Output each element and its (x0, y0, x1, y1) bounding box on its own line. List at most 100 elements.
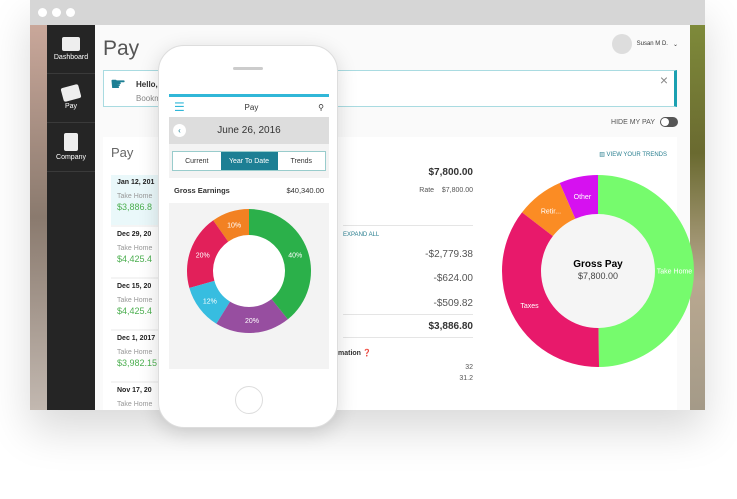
background-photo (690, 25, 705, 410)
sidebar: Dashboard Pay Company (47, 25, 95, 410)
trends-label: VIEW YOUR TRENDS (606, 152, 667, 158)
net-amount: $3,886.80 (428, 321, 474, 332)
next-card (169, 369, 329, 374)
paycheck-date: Dec 15, 20 (117, 283, 152, 290)
donut-slice (187, 220, 229, 288)
paycheck-date: Dec 1, 2017 (117, 335, 156, 342)
slice-label: 12% (203, 299, 217, 306)
building-icon (64, 133, 78, 151)
close-icon[interactable]: × (659, 72, 668, 88)
donut-slice (249, 209, 311, 320)
pay-details: $7,800.00 Rate $7,800.00 EXPAND ALL -$2,… (338, 167, 474, 407)
background-photo (30, 25, 47, 410)
phone-tabs: Current Year To Date Trends (172, 151, 326, 171)
paycheck-item[interactable]: Dec 1, 2017 Take Home $3,982.15 (111, 331, 171, 383)
rate-value: $7,800.00 (441, 187, 473, 194)
tab-year-to-date[interactable]: Year To Date (220, 152, 278, 170)
take-home-amount: $4,425.4 (117, 306, 153, 316)
phone-title: Pay (244, 102, 259, 112)
take-home-label: Take Home (117, 245, 153, 252)
slice-label: Take Home (657, 269, 693, 276)
paycheck-item[interactable]: Nov 17, 20 Take Home (111, 383, 171, 410)
toggle-switch[interactable] (660, 117, 678, 127)
search-icon[interactable]: ⚲ (318, 102, 324, 112)
slice-label: Retir... (541, 209, 561, 216)
take-home-label: Take Home (117, 349, 153, 356)
take-home-amount: $4,425.4 (117, 254, 153, 264)
donut-slice (502, 212, 600, 367)
take-home-label: Take Home (117, 401, 153, 408)
paycheck-item[interactable]: Dec 29, 20 Take Home $4,425.4 (111, 227, 171, 279)
donut-center-value: $7,800.00 (578, 271, 618, 281)
slice-label: 40% (288, 253, 302, 260)
phone-speaker (233, 67, 263, 70)
window-dot[interactable] (52, 8, 61, 17)
pay-date: June 26, 2016 (217, 125, 281, 136)
sidebar-item-pay[interactable]: Pay (47, 74, 95, 123)
slice-label: 10% (227, 222, 241, 229)
user-menu[interactable]: Susan M D. ⌄ (611, 34, 678, 54)
paycheck-date: Nov 17, 20 (117, 387, 152, 394)
thumbs-up-icon: ☛ (110, 74, 127, 94)
donut-slice (189, 280, 231, 324)
phone-donut: 40% 20% 12% 20% 10% (187, 209, 311, 333)
donut-center (213, 235, 285, 307)
donut-slice (216, 299, 288, 333)
back-button[interactable]: ‹ (173, 124, 186, 137)
slice-label: Other (574, 194, 592, 201)
phone-mockup: ☰ Pay ⚲ ‹ June 26, 2016 Current Year To Dat… (158, 45, 338, 428)
gross-earnings-label: Gross Earnings (174, 186, 230, 195)
slice-label: 20% (245, 318, 259, 325)
info-value: 31.2 (459, 375, 473, 382)
window-dot[interactable] (66, 8, 75, 17)
home-button[interactable] (235, 386, 263, 414)
dashboard-icon (62, 37, 80, 51)
menu-icon[interactable]: ☰ (174, 100, 185, 114)
title-bar (30, 0, 705, 25)
sidebar-item-dashboard[interactable]: Dashboard (47, 25, 95, 74)
gross-earnings-value: $40,340.00 (286, 186, 324, 195)
view-trends-link[interactable]: ▥ VIEW YOUR TRENDS (599, 151, 667, 158)
donut-center-title: Gross Pay (573, 259, 623, 270)
tab-current[interactable]: Current (173, 152, 221, 170)
take-home-amount: $3,982.15 (117, 358, 158, 368)
slice-label: 20% (196, 253, 210, 260)
sidebar-item-company[interactable]: Company (47, 123, 95, 172)
chart-icon: ▥ (599, 152, 607, 158)
browser-window: Dashboard Pay Company Pay Susan M D. ⌄ ☛ … (30, 0, 705, 410)
donut-slice (522, 182, 576, 237)
hide-pay-toggle[interactable]: HIDE MY PAY (611, 117, 678, 127)
deduction-amount: -$624.00 (433, 273, 473, 284)
info-value: 32 (465, 364, 473, 371)
paycheck-date: Jan 12, 201 (117, 179, 155, 186)
slice-label: Taxes (520, 303, 539, 310)
gross-pay-donut: Gross Pay $7,800.00 Take Home Taxes Retir.… (502, 175, 695, 367)
take-home-amount: $3,886.8 (117, 202, 153, 212)
rate-label: Rate (419, 187, 435, 194)
page-title: Pay (103, 37, 140, 60)
help-icon[interactable]: ❓ (362, 350, 372, 357)
donut-slice (559, 175, 598, 219)
window-dot[interactable] (38, 8, 47, 17)
sidebar-label: Dashboard (53, 54, 89, 61)
sidebar-label: Pay (64, 103, 78, 110)
donut-slice (213, 209, 249, 242)
banner-greeting: Hello, (136, 80, 158, 89)
gross-amount: $7,800.00 (428, 167, 474, 178)
take-home-label: Take Home (117, 193, 153, 200)
sidebar-label: Company (56, 154, 86, 161)
phone-screen: ☰ Pay ⚲ ‹ June 26, 2016 Current Year To Dat… (169, 94, 329, 374)
take-home-label: Take Home (117, 297, 153, 304)
user-name: Susan M D. (636, 41, 668, 47)
deduction-amount: -$2,779.38 (425, 249, 473, 260)
avatar (611, 34, 632, 54)
paycheck-date: Dec 29, 20 (117, 231, 152, 238)
paycheck-item[interactable]: Dec 15, 20 Take Home $4,425.4 (111, 279, 171, 331)
card-title: Pay (111, 145, 134, 160)
banner-text: Bookm (136, 94, 161, 103)
donut-center (541, 214, 655, 328)
expand-all-link[interactable]: EXPAND ALL (343, 232, 380, 238)
tab-trends[interactable]: Trends (277, 152, 325, 170)
chevron-down-icon: ⌄ (672, 41, 678, 48)
deduction-amount: -$509.82 (433, 298, 473, 309)
